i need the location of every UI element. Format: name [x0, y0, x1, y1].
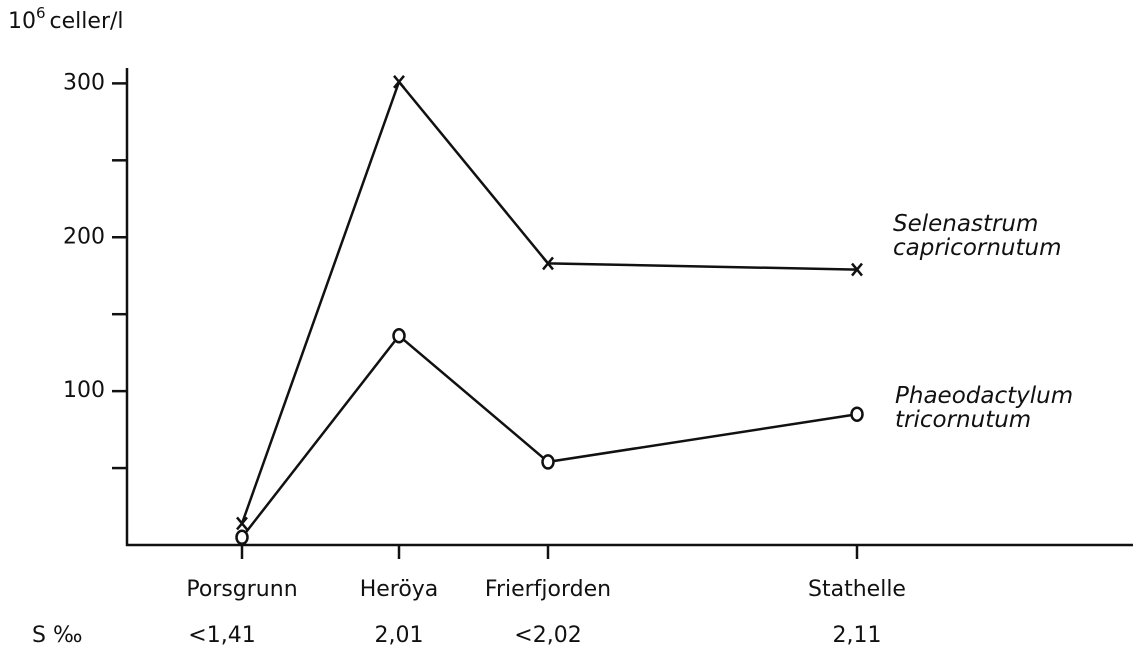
- y-label-exponent: 6: [36, 4, 46, 22]
- x-tick-label: Stathelle: [808, 577, 906, 602]
- y-axis-label: 106 celler/l: [8, 4, 124, 35]
- marker-x: [851, 262, 863, 277]
- salinity-value: 2,01: [375, 623, 424, 648]
- salinity-value: 2,11: [833, 623, 882, 648]
- point-marker: [850, 406, 864, 422]
- point-marker: [541, 454, 555, 470]
- y-label-unit: celler/l: [50, 9, 124, 34]
- y-label-base: 10: [8, 9, 36, 34]
- point-marker: [235, 529, 249, 546]
- point-marker: [236, 516, 248, 531]
- salinity-value: <2,02: [514, 623, 581, 648]
- point-marker: [851, 262, 863, 277]
- marker-x: [236, 516, 248, 531]
- y-tick-label: 300: [63, 70, 105, 95]
- salinity-value: <1,41: [188, 623, 255, 648]
- marker-x: [542, 256, 554, 271]
- y-tick-label: 200: [63, 224, 105, 249]
- salinity-label: S ‰: [32, 623, 82, 648]
- marker-x: [393, 75, 405, 89]
- point-marker: [392, 327, 406, 344]
- point-marker: [393, 75, 405, 89]
- x-tick-label: Heröya: [360, 577, 439, 602]
- series-label: Phaeodactylum tricornutum: [895, 383, 1074, 433]
- y-tick-label: 100: [63, 378, 105, 403]
- x-tick-label: Frierfjorden: [485, 577, 611, 602]
- x-tick-label: Porsgrunn: [186, 577, 297, 602]
- series-line: [241, 333, 858, 539]
- series-label: Selenastrum capricornutum: [893, 211, 1062, 261]
- point-marker: [542, 256, 554, 271]
- series-line: [240, 79, 858, 524]
